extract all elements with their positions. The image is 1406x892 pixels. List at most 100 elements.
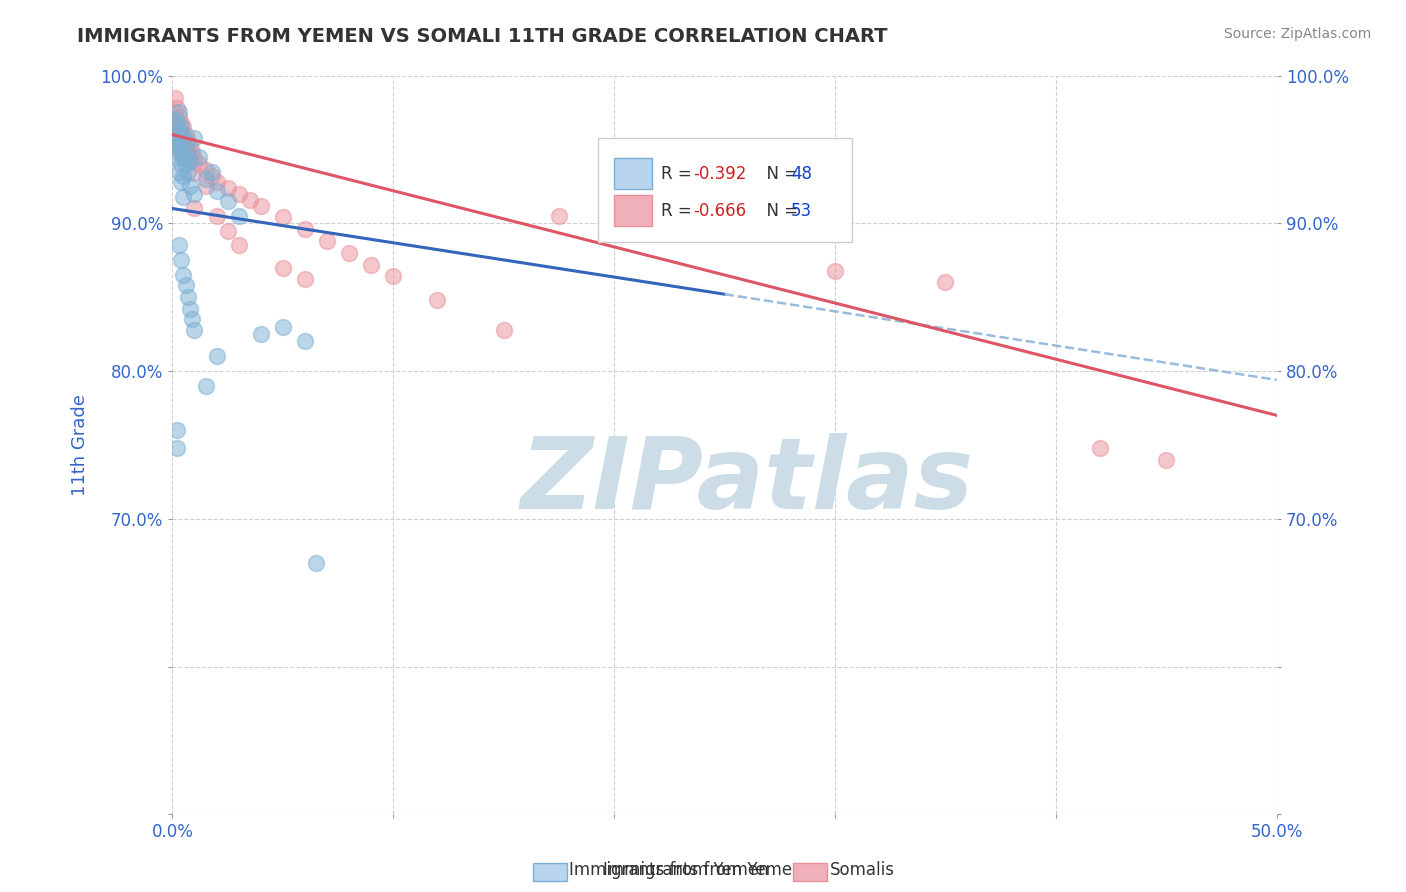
Point	[170, 120, 193, 135]
Text: IMMIGRANTS FROM YEMEN VS SOMALI 11TH GRADE CORRELATION CHART: IMMIGRANTS FROM YEMEN VS SOMALI 11TH GRA…	[77, 27, 887, 45]
Point	[183, 151, 205, 165]
Point	[172, 150, 194, 164]
Point	[167, 110, 190, 124]
Point	[205, 175, 228, 189]
Point	[183, 166, 205, 180]
Point	[179, 154, 201, 169]
Point	[183, 186, 205, 201]
Point	[163, 105, 186, 120]
Text: Somalis: Somalis	[830, 861, 894, 879]
Point	[1156, 452, 1178, 467]
Text: N =: N =	[755, 165, 803, 183]
Point	[179, 179, 201, 194]
Point	[167, 105, 190, 120]
Point	[166, 101, 188, 115]
Point	[337, 245, 360, 260]
Point	[167, 125, 190, 139]
Text: -0.666: -0.666	[693, 202, 747, 219]
Text: Immigrants from Yemen: Immigrants from Yemen	[603, 861, 803, 879]
FancyBboxPatch shape	[614, 195, 652, 227]
Point	[167, 238, 190, 252]
Point	[205, 349, 228, 363]
Point	[177, 134, 200, 148]
Point	[174, 278, 197, 293]
Point	[166, 423, 188, 437]
Point	[181, 312, 204, 326]
Point	[228, 238, 250, 252]
Point	[360, 258, 382, 272]
Point	[172, 189, 194, 203]
Point	[228, 209, 250, 223]
Point	[183, 130, 205, 145]
Point	[174, 142, 197, 156]
Point	[187, 150, 209, 164]
Point	[179, 301, 201, 316]
Text: ZIPatlas: ZIPatlas	[520, 434, 973, 531]
Point	[167, 164, 190, 178]
Y-axis label: 11th Grade: 11th Grade	[72, 394, 89, 496]
Point	[181, 145, 204, 160]
Point	[172, 169, 194, 183]
Point	[239, 193, 262, 207]
Point	[172, 128, 194, 142]
Point	[163, 128, 186, 142]
Point	[177, 145, 200, 160]
Point	[205, 209, 228, 223]
Point	[170, 175, 193, 189]
Point	[174, 157, 197, 171]
Point	[166, 139, 188, 153]
Point	[170, 130, 193, 145]
Point	[1088, 441, 1111, 455]
Point	[166, 150, 188, 164]
Point	[170, 142, 193, 156]
Point	[167, 125, 190, 139]
Point	[382, 269, 405, 284]
Point	[194, 179, 217, 194]
Point	[194, 172, 217, 186]
FancyBboxPatch shape	[614, 158, 652, 189]
Point	[249, 327, 271, 342]
Point	[179, 139, 201, 153]
Point	[172, 120, 194, 135]
Text: 48: 48	[790, 165, 811, 183]
Point	[217, 224, 239, 238]
Point	[163, 135, 186, 149]
Point	[228, 186, 250, 201]
Point	[163, 91, 186, 105]
Point	[172, 135, 194, 149]
Point	[170, 145, 193, 160]
Text: R =: R =	[661, 202, 696, 219]
Point	[183, 323, 205, 337]
Point	[167, 145, 190, 160]
Point	[170, 116, 193, 130]
Point	[163, 112, 186, 127]
Point	[201, 164, 224, 178]
Point	[205, 184, 228, 198]
Point	[305, 556, 328, 570]
Point	[187, 157, 209, 171]
Point	[174, 135, 197, 149]
Point	[167, 139, 190, 153]
Point	[172, 150, 194, 164]
Text: -0.392: -0.392	[693, 165, 747, 183]
Point	[217, 194, 239, 208]
Text: Source: ZipAtlas.com: Source: ZipAtlas.com	[1223, 27, 1371, 41]
Point	[194, 163, 217, 178]
Point	[183, 202, 205, 216]
Text: Immigrants from Yemen: Immigrants from Yemen	[569, 861, 769, 879]
Point	[271, 319, 294, 334]
Point	[934, 276, 956, 290]
Point	[294, 222, 316, 236]
Point	[166, 116, 188, 130]
Point	[166, 130, 188, 145]
Point	[548, 209, 571, 223]
Point	[294, 334, 316, 349]
Point	[201, 169, 224, 183]
Point	[316, 234, 339, 248]
Point	[271, 260, 294, 275]
Point	[294, 272, 316, 286]
Point	[217, 181, 239, 195]
Point	[177, 164, 200, 178]
Point	[177, 148, 200, 162]
Point	[166, 441, 188, 455]
